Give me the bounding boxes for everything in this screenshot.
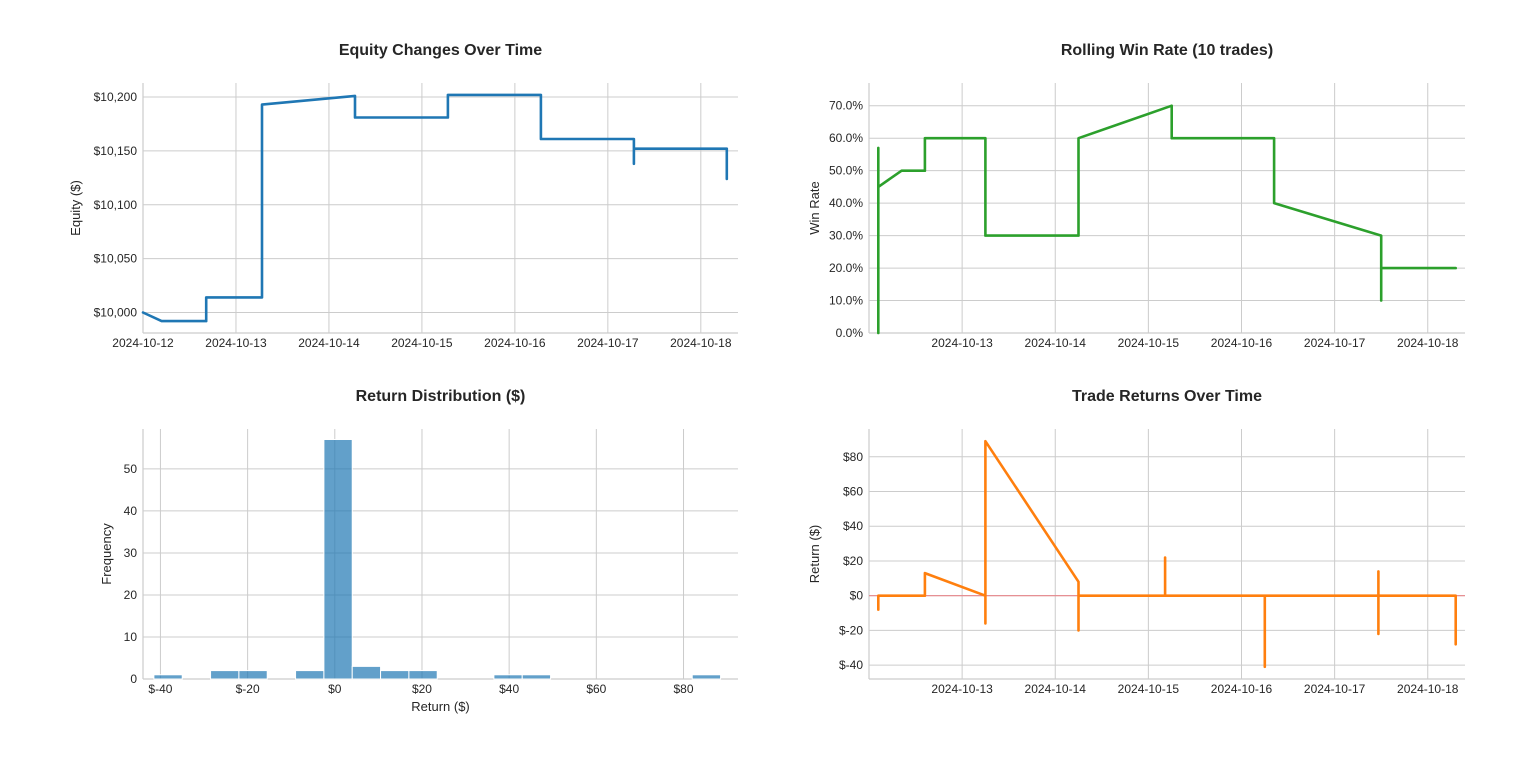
x-tick-label: $20 [412, 682, 432, 696]
y-tick-label: $10,050 [94, 252, 138, 266]
x-tick-label: $-20 [236, 682, 260, 696]
y-axis-label: Return ($) [807, 525, 822, 584]
x-tick-label: $0 [328, 682, 342, 696]
y-tick-label: 20.0% [829, 261, 863, 275]
trade-returns-chart: Trade Returns Over Time 2024-10-13 2024-10… [807, 388, 1465, 696]
x-tick-label: 2024-10-18 [1397, 336, 1459, 350]
chart-title: Trade Returns Over Time [1072, 388, 1262, 405]
y-tick-label: 50 [124, 462, 138, 476]
series-line [141, 93, 729, 323]
y-tick-label: 50.0% [829, 164, 863, 178]
y-tick-label: $80 [843, 450, 863, 464]
x-tick-label: 2024-10-13 [205, 336, 267, 350]
chart-title: Return Distribution ($) [356, 388, 526, 405]
chart-title: Equity Changes Over Time [339, 42, 542, 59]
y-tick-label: 0 [130, 672, 137, 686]
x-tick-label: 2024-10-13 [931, 682, 993, 696]
y-axis-label: Equity ($) [68, 180, 83, 236]
x-tick-label: 2024-10-16 [1211, 682, 1273, 696]
x-tick-label: 2024-10-14 [1025, 682, 1087, 696]
x-tick-label: 2024-10-13 [931, 336, 993, 350]
y-tick-label: 20 [124, 588, 138, 602]
x-tick-label: 2024-10-15 [1118, 336, 1180, 350]
x-tick-label: 2024-10-15 [1118, 682, 1180, 696]
histogram-bar [295, 670, 325, 680]
x-tick-label: 2024-10-18 [670, 336, 732, 350]
equity-chart: Equity Changes Over Time 2024-10-12 2024-1… [68, 42, 738, 350]
x-tick-label: 2024-10-18 [1397, 682, 1459, 696]
x-tick-label: 2024-10-17 [577, 336, 639, 350]
x-tick-label: 2024-10-16 [1211, 336, 1273, 350]
chart-title: Rolling Win Rate (10 trades) [1061, 42, 1273, 59]
y-tick-label: $40 [843, 519, 863, 533]
histogram-bar [238, 670, 268, 680]
histogram-bar [408, 670, 438, 680]
y-tick-label: $20 [843, 554, 863, 568]
y-tick-label: 70.0% [829, 99, 863, 113]
x-tick-label: 2024-10-15 [391, 336, 453, 350]
x-tick-label: $-40 [148, 682, 172, 696]
histogram-bar [351, 665, 382, 680]
histogram-bar [691, 674, 722, 680]
y-tick-label: 0.0% [836, 326, 864, 340]
y-tick-label: $10,150 [94, 144, 138, 158]
series-line [876, 439, 1457, 669]
y-tick-label: $60 [843, 485, 863, 499]
y-axis-label: Win Rate [807, 181, 822, 234]
x-tick-label: $60 [586, 682, 606, 696]
x-tick-label: $80 [673, 682, 693, 696]
y-tick-label: 30.0% [829, 229, 863, 243]
x-tick-label: 2024-10-17 [1304, 682, 1366, 696]
y-tick-label: 10.0% [829, 294, 863, 308]
histogram-bar [493, 674, 523, 680]
return-distribution-chart: Return Distribution ($) $-40 $-20 $0 $20 $40 $… [99, 388, 738, 714]
y-tick-label: $10,200 [94, 90, 138, 104]
histogram-bar [210, 670, 240, 680]
x-tick-label: $40 [499, 682, 519, 696]
y-tick-label: $10,100 [94, 198, 138, 212]
y-tick-label: 30 [124, 546, 138, 560]
y-axis-label: Frequency [99, 523, 114, 585]
x-tick-label: 2024-10-14 [298, 336, 360, 350]
win-rate-chart: Rolling Win Rate (10 trades) 2024-10-13 20… [807, 42, 1465, 350]
y-tick-label: 10 [124, 630, 138, 644]
y-tick-label: 60.0% [829, 131, 863, 145]
x-tick-label: 2024-10-12 [112, 336, 174, 350]
histogram-bar [521, 674, 552, 680]
x-axis-label: Return ($) [411, 699, 470, 714]
x-tick-label: 2024-10-14 [1025, 336, 1087, 350]
x-tick-label: 2024-10-17 [1304, 336, 1366, 350]
histogram-bar [323, 439, 353, 680]
y-tick-label: $10,000 [94, 306, 138, 320]
x-tick-label: 2024-10-16 [484, 336, 546, 350]
histogram-bar [380, 670, 410, 680]
y-tick-label: $-40 [839, 658, 863, 672]
y-tick-label: $-20 [839, 623, 863, 637]
y-tick-label: 40.0% [829, 196, 863, 210]
series-line [876, 104, 1457, 335]
histogram-bar [153, 674, 183, 680]
y-tick-label: 40 [124, 504, 138, 518]
y-tick-label: $0 [850, 589, 864, 603]
